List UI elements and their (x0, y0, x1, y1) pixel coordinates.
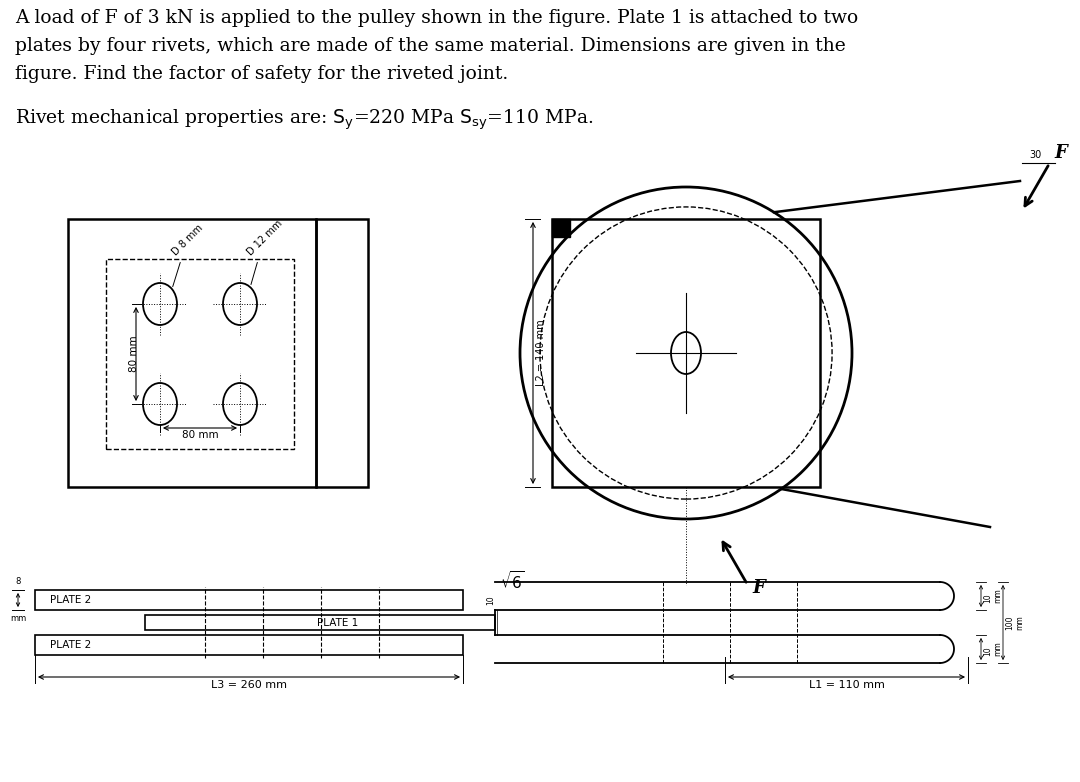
Text: 8: 8 (15, 577, 21, 586)
Text: $\sqrt{6}$: $\sqrt{6}$ (500, 570, 525, 592)
Text: A load of F of 3 kN is applied to the pulley shown in the figure. Plate 1 is att: A load of F of 3 kN is applied to the pu… (15, 9, 859, 27)
Text: 10
mm: 10 mm (983, 641, 1002, 656)
Text: mm: mm (10, 614, 26, 623)
Text: PLATE 2: PLATE 2 (50, 640, 91, 650)
Text: figure. Find the factor of safety for the riveted joint.: figure. Find the factor of safety for th… (15, 65, 509, 83)
Text: D 8 mm: D 8 mm (170, 222, 204, 287)
Text: plates by four rivets, which are made of the same material. Dimensions are given: plates by four rivets, which are made of… (15, 37, 846, 55)
Text: L1 = 110 mm: L1 = 110 mm (809, 680, 885, 690)
Text: 10: 10 (486, 595, 495, 604)
Text: L2 = 140 mm: L2 = 140 mm (536, 320, 546, 386)
Text: 80 mm: 80 mm (129, 335, 139, 372)
Text: F: F (753, 579, 766, 597)
Text: Rivet mechanical properties are: $\mathrm{S_y}$=220 MPa $\mathrm{S_{sy}}$=110 MP: Rivet mechanical properties are: $\mathr… (15, 107, 593, 131)
Polygon shape (552, 219, 570, 237)
Text: PLATE 2: PLATE 2 (50, 595, 91, 605)
Text: PLATE 1: PLATE 1 (316, 618, 359, 627)
Text: F: F (1054, 145, 1067, 163)
Text: 30: 30 (1029, 150, 1041, 160)
Text: 100
mm: 100 mm (1005, 615, 1025, 630)
Text: L3 = 260 mm: L3 = 260 mm (211, 680, 287, 690)
Text: D 12 mm: D 12 mm (245, 218, 284, 285)
Text: 80 mm: 80 mm (181, 430, 218, 440)
Text: 10
mm: 10 mm (983, 589, 1002, 604)
